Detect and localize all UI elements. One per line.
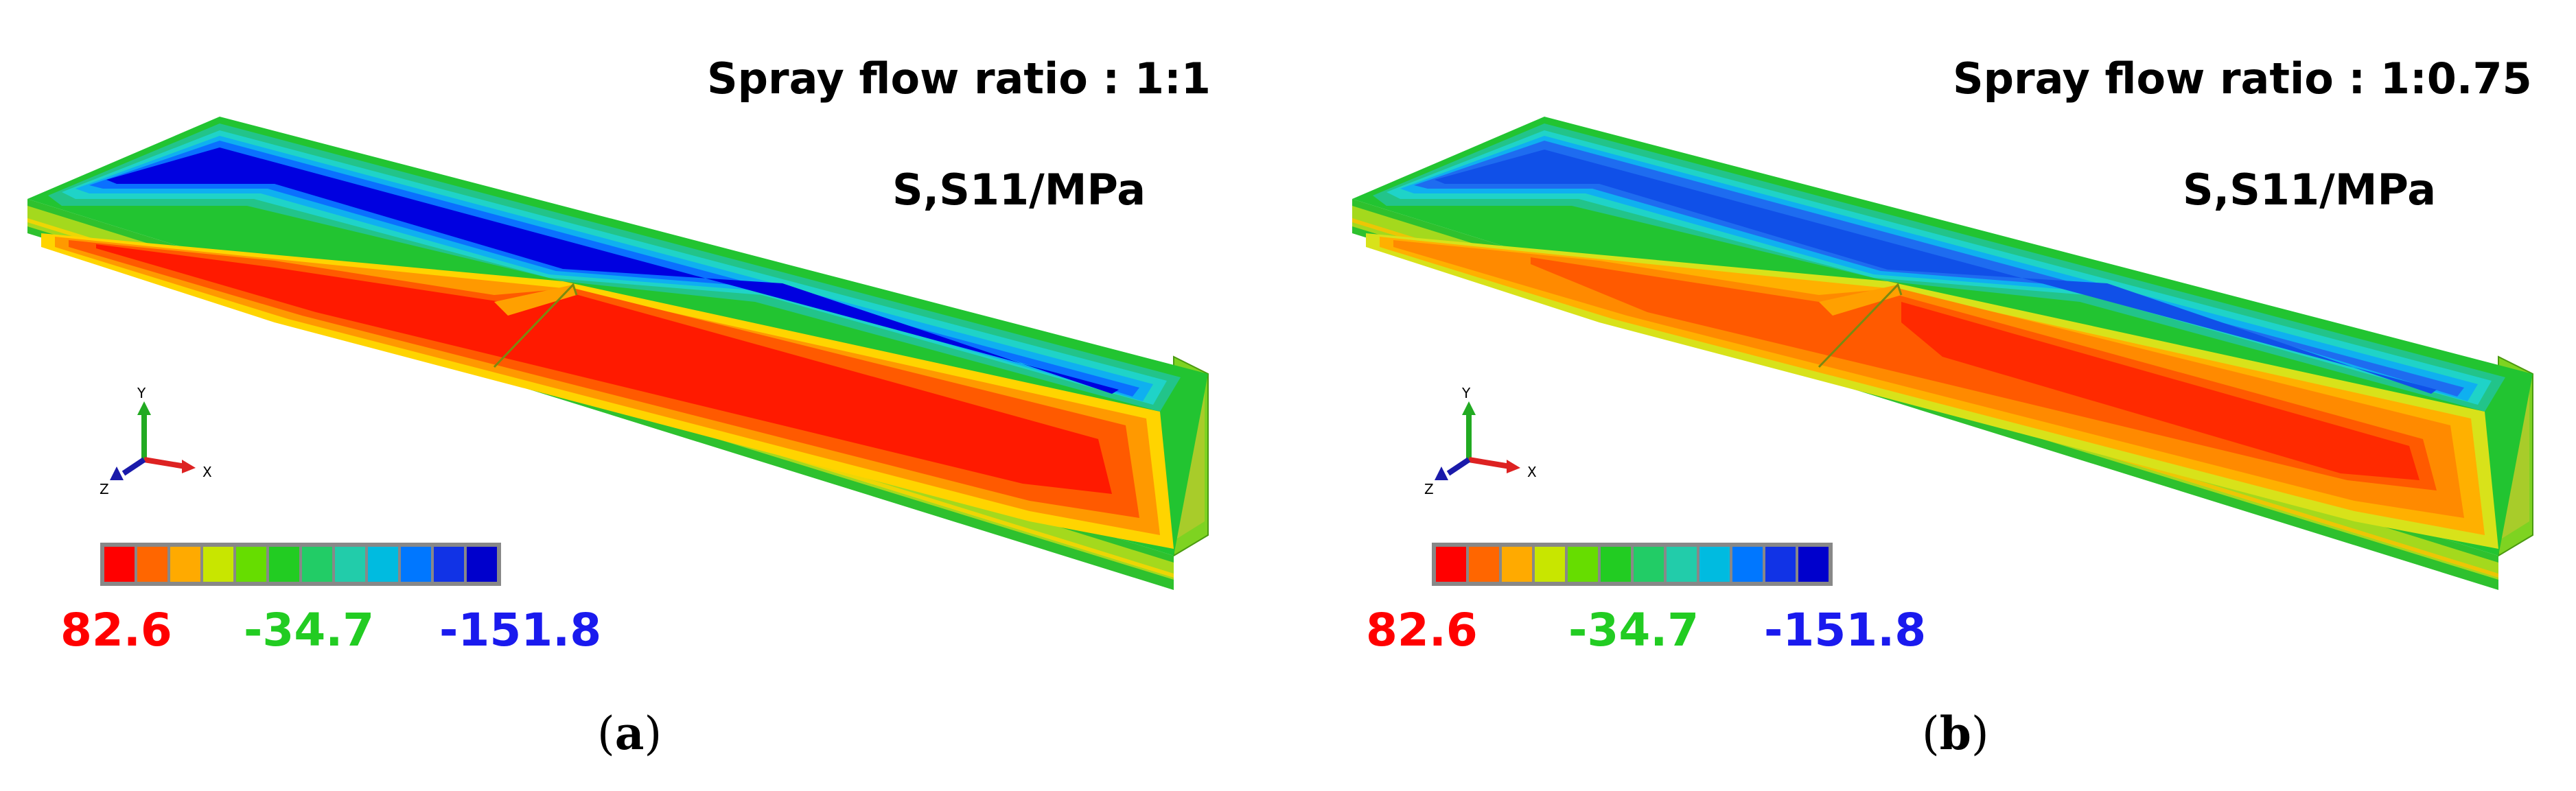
legend-swatch <box>137 547 167 582</box>
legend-swatch <box>170 547 200 582</box>
legend-swatch <box>1601 547 1631 582</box>
panel-title: Spray flow ratio : 1:1 <box>707 54 1211 104</box>
legend-min-label: -151.8 <box>439 604 602 657</box>
triad-z-label: Z <box>100 481 109 497</box>
legend-swatch <box>1634 547 1664 582</box>
stress-contour-model-a: Y X Z <box>27 117 1209 590</box>
legend-max-label: 82.6 <box>1366 604 1478 657</box>
triad-x-label: X <box>202 464 212 480</box>
legend-swatch <box>1502 547 1532 582</box>
triad-x-label: X <box>1527 464 1537 480</box>
caption-letter: a <box>614 707 645 760</box>
triad-y-label: Y <box>1461 385 1471 401</box>
legend-swatch <box>401 547 431 582</box>
color-legend-bar-a <box>100 543 501 586</box>
legend-swatch <box>335 547 365 582</box>
triad-y-label: Y <box>137 385 146 401</box>
quantity-label: S,S11/MPa <box>892 165 1146 215</box>
color-legend-bar-b <box>1432 543 1833 586</box>
legend-swatch <box>1699 547 1730 582</box>
legend-swatch <box>434 547 464 582</box>
legend-swatch <box>1436 547 1466 582</box>
legend-swatch <box>203 547 233 582</box>
legend-swatch <box>302 547 332 582</box>
legend-swatch <box>236 547 266 582</box>
legend-swatch <box>368 547 398 582</box>
legend-swatch <box>1469 547 1499 582</box>
legend-min-label: -151.8 <box>1764 604 1927 657</box>
triad-z-label: Z <box>1424 481 1434 497</box>
legend-swatch <box>467 547 497 582</box>
axis-triad: Y X Z <box>100 385 212 497</box>
legend-mid-label: -34.7 <box>1568 604 1699 657</box>
legend-swatch <box>1765 547 1796 582</box>
caption: (a) <box>597 707 662 760</box>
panel-b: Y X Z Spray flow ratio : 1:0.75 S,S11/MP… <box>1325 0 2576 791</box>
quantity-label: S,S11/MPa <box>2183 165 2437 215</box>
legend-swatch <box>269 547 299 582</box>
caption: (b) <box>1922 707 1989 760</box>
legend-swatch <box>1798 547 1829 582</box>
axis-triad: Y X Z <box>1424 385 1537 497</box>
legend-swatch <box>1732 547 1763 582</box>
legend-swatch <box>1667 547 1697 582</box>
stress-contour-model-b: Y X Z <box>1352 117 2533 590</box>
legend-swatch <box>1568 547 1598 582</box>
legend-swatch <box>1535 547 1565 582</box>
legend-mid-label: -34.7 <box>244 604 375 657</box>
panel-title: Spray flow ratio : 1:0.75 <box>1953 54 2532 104</box>
legend-swatch <box>104 547 135 582</box>
legend-max-label: 82.6 <box>60 604 172 657</box>
panel-a: Y X Z Spray flow ratio : 1:1 S,S11/MPa 8… <box>27 54 1211 760</box>
caption-letter: b <box>1939 707 1971 760</box>
